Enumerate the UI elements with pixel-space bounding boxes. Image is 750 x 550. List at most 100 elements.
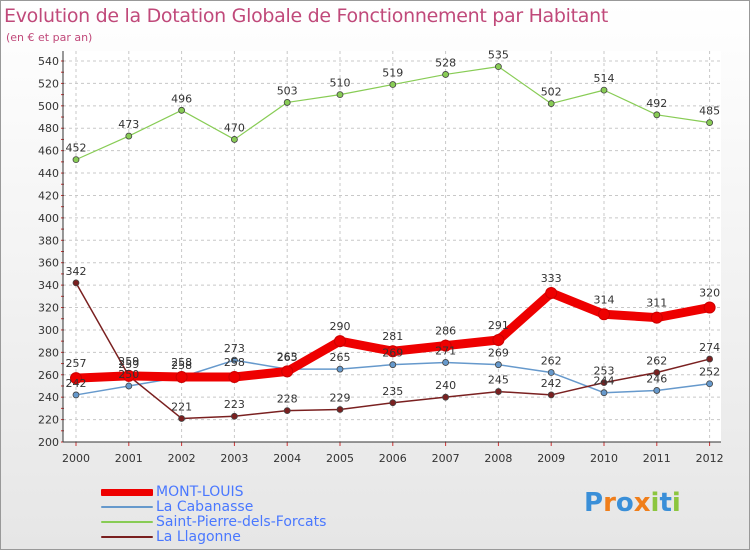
legend-swatch-saint-pierre — [101, 521, 153, 523]
data-label-la-cabanasse: 242 — [66, 377, 87, 390]
data-point-mont-louis — [703, 301, 716, 314]
data-point-la-llagonne — [230, 412, 238, 420]
data-point-saint-pierre — [706, 119, 713, 127]
data-point-saint-pierre — [336, 91, 344, 99]
data-point-mont-louis — [598, 308, 610, 321]
data-label-saint-pierre: 496 — [171, 92, 192, 105]
data-point-la-llagonne — [336, 406, 344, 413]
data-label-la-llagonne: 274 — [699, 341, 720, 354]
data-point-la-llagonne — [494, 388, 502, 395]
data-label-la-llagonne: 242 — [541, 377, 562, 390]
data-label-mont-louis: 290 — [330, 320, 351, 333]
x-tick-label: 2005 — [326, 452, 354, 465]
data-label-la-cabanasse: 273 — [224, 342, 245, 355]
data-point-la-cabanasse — [653, 387, 661, 394]
y-tick-label: 220 — [38, 414, 59, 427]
logo-letter: i — [671, 488, 681, 518]
data-label-mont-louis: 320 — [699, 287, 720, 300]
data-label-la-llagonne: 229 — [330, 392, 351, 405]
data-label-saint-pierre: 485 — [699, 105, 720, 118]
data-label-la-llagonne: 245 — [488, 374, 509, 387]
y-tick-label: 300 — [38, 324, 59, 337]
data-point-la-cabanasse — [389, 361, 397, 369]
data-label-saint-pierre: 492 — [646, 97, 667, 110]
legend-label-mont-louis: MONT-LOUIS — [156, 484, 244, 500]
legend-item-la-cabanasse: La Cabanasse — [101, 499, 401, 515]
data-point-la-cabanasse — [125, 382, 133, 390]
data-point-mont-louis — [650, 311, 663, 324]
data-point-la-cabanasse — [600, 389, 608, 397]
data-label-saint-pierre: 473 — [118, 118, 139, 131]
data-point-mont-louis — [492, 334, 505, 347]
data-label-saint-pierre: 528 — [435, 56, 456, 69]
logo-letter: t — [659, 488, 672, 518]
data-point-la-llagonne — [72, 279, 80, 287]
y-tick-label: 480 — [38, 122, 59, 135]
legend-label-la-llagonne: La Llagonne — [156, 529, 241, 545]
legend-item-mont-louis: MONT-LOUIS — [101, 484, 401, 500]
x-tick-label: 2007 — [432, 452, 460, 465]
legend-item-saint-pierre: Saint-Pierre-dels-Forcats — [101, 514, 401, 530]
data-label-la-cabanasse: 265 — [330, 351, 351, 364]
data-label-la-llagonne: 342 — [66, 265, 87, 278]
x-tick-label: 2010 — [590, 452, 618, 465]
data-label-la-cabanasse: 244 — [594, 375, 615, 388]
y-tick-label: 240 — [38, 391, 59, 404]
legend-item-la-llagonne: La Llagonne — [101, 529, 401, 545]
data-point-la-llagonne — [600, 379, 608, 387]
data-point-mont-louis — [228, 371, 241, 384]
data-point-saint-pierre — [389, 81, 397, 88]
data-point-mont-louis — [386, 345, 399, 358]
y-tick-label: 440 — [38, 167, 59, 180]
data-label-mont-louis: 333 — [541, 272, 562, 285]
logo-letter: o — [615, 488, 634, 518]
data-label-la-llagonne: 228 — [277, 393, 298, 406]
x-tick-label: 2000 — [62, 452, 90, 465]
data-label-la-llagonne: 253 — [594, 365, 615, 378]
data-label-saint-pierre: 519 — [382, 67, 403, 80]
data-point-la-llagonne — [547, 391, 555, 399]
x-tick-label: 2008 — [484, 452, 512, 465]
x-tick-label: 2006 — [379, 452, 407, 465]
data-point-mont-louis — [281, 365, 294, 378]
data-point-saint-pierre — [653, 111, 661, 119]
data-point-saint-pierre — [178, 106, 186, 114]
data-point-la-cabanasse — [442, 359, 450, 366]
data-label-mont-louis: 258 — [171, 356, 192, 369]
logo-letter: x — [633, 488, 651, 518]
data-point-saint-pierre — [125, 132, 133, 140]
data-label-mont-louis: 286 — [435, 325, 456, 338]
plot-area — [63, 51, 721, 442]
data-label-la-cabanasse: 246 — [646, 372, 667, 385]
data-label-saint-pierre: 514 — [594, 72, 615, 85]
data-point-mont-louis — [334, 335, 346, 348]
legend-swatch-la-cabanasse — [101, 506, 153, 508]
logo-letter: P — [584, 488, 604, 518]
data-label-la-llagonne: 235 — [382, 385, 403, 398]
data-point-saint-pierre — [494, 63, 502, 71]
y-tick-label: 460 — [38, 145, 59, 158]
data-label-mont-louis: 311 — [646, 297, 667, 310]
logo-letter: i — [650, 488, 660, 518]
legend-label-saint-pierre: Saint-Pierre-dels-Forcats — [156, 514, 327, 530]
y-tick-label: 540 — [38, 55, 59, 68]
data-label-la-llagonne: 221 — [171, 400, 192, 413]
data-label-mont-louis: 291 — [488, 319, 509, 332]
data-point-saint-pierre — [283, 99, 291, 106]
data-point-mont-louis — [122, 369, 135, 382]
data-point-la-cabanasse — [230, 356, 238, 364]
data-point-mont-louis — [545, 286, 558, 299]
data-label-mont-louis: 258 — [224, 356, 245, 369]
x-tick-label: 2003 — [220, 452, 248, 465]
y-tick-label: 500 — [38, 100, 59, 113]
data-point-la-llagonne — [442, 393, 450, 401]
data-point-la-cabanasse — [547, 369, 555, 376]
y-tick-label: 400 — [38, 212, 59, 225]
data-label-saint-pierre: 502 — [541, 86, 562, 99]
y-tick-label: 380 — [38, 234, 59, 247]
data-label-mont-louis: 257 — [66, 357, 87, 370]
data-label-la-llagonne: 259 — [118, 358, 139, 371]
legend-label-la-cabanasse: La Cabanasse — [156, 499, 254, 515]
